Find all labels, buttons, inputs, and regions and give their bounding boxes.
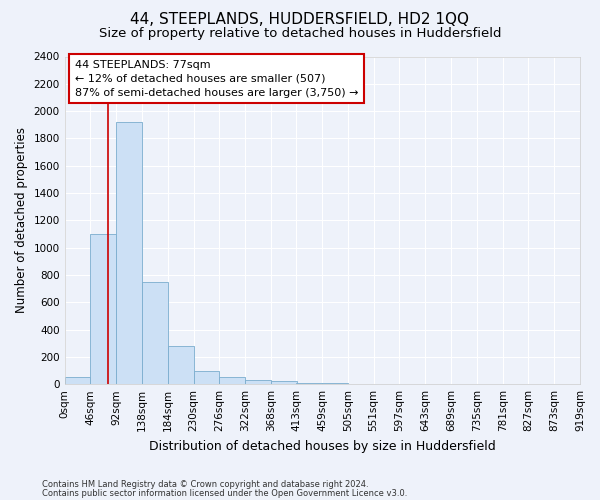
Text: Contains HM Land Registry data © Crown copyright and database right 2024.: Contains HM Land Registry data © Crown c… bbox=[42, 480, 368, 489]
Y-axis label: Number of detached properties: Number of detached properties bbox=[15, 128, 28, 314]
Bar bbox=[91, 234, 116, 384]
Bar bbox=[116, 122, 142, 384]
Text: Contains public sector information licensed under the Open Government Licence v3: Contains public sector information licen… bbox=[42, 488, 407, 498]
Bar bbox=[65, 378, 91, 384]
Bar bbox=[142, 282, 168, 384]
X-axis label: Distribution of detached houses by size in Huddersfield: Distribution of detached houses by size … bbox=[149, 440, 496, 452]
Bar bbox=[296, 383, 322, 384]
Text: Size of property relative to detached houses in Huddersfield: Size of property relative to detached ho… bbox=[99, 28, 501, 40]
Text: 44 STEEPLANDS: 77sqm
← 12% of detached houses are smaller (507)
87% of semi-deta: 44 STEEPLANDS: 77sqm ← 12% of detached h… bbox=[75, 60, 358, 98]
Bar bbox=[271, 382, 297, 384]
Bar bbox=[168, 346, 194, 384]
Text: 44, STEEPLANDS, HUDDERSFIELD, HD2 1QQ: 44, STEEPLANDS, HUDDERSFIELD, HD2 1QQ bbox=[131, 12, 470, 28]
Bar bbox=[220, 378, 245, 384]
Bar bbox=[245, 380, 271, 384]
Bar bbox=[194, 370, 220, 384]
